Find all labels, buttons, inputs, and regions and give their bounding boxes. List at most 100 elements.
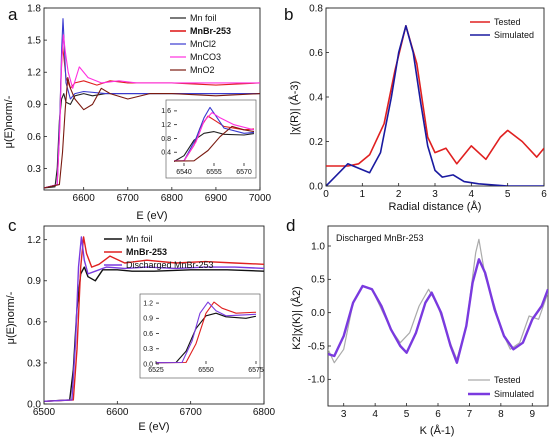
panel-letter-b: b [284, 5, 293, 24]
panel-b-y-tick-label-2: 0.4 [309, 92, 323, 103]
legend-label-mncl2: MnCl2 [190, 39, 216, 49]
panel-d-y-tick-label-1: -0.5 [308, 341, 326, 352]
panel-d-title: Discharged MnBr-253 [336, 233, 424, 243]
panel-d-y-tick-label-3: 0.5 [311, 275, 325, 286]
panel-b-x-tick-label-6: 6 [541, 189, 547, 200]
panel-a-x-tick-label-1: 6700 [117, 193, 140, 204]
panel-d-ylabel-wrap: K2|χ(K)| (Å2) [290, 286, 303, 349]
panel-c-y-tick-label-1: 0.3 [27, 358, 41, 369]
panel-letter-d: d [286, 216, 295, 235]
panel-c-inset-y-tick-label-4: 1.2 [143, 300, 153, 307]
panel-c-inset-x-tick-label-1: 6550 [198, 367, 214, 374]
panel-a-y-tick-label-4: 1.5 [27, 35, 41, 46]
series-line-mn-foil-c-inset [156, 312, 256, 364]
panel-c-legend: Mn foil MnBr-253 Discharged MnBr-253 [104, 234, 214, 270]
series-line-mncl2-a-inset [174, 106, 254, 162]
panel-a-plot-frame [43, 7, 261, 191]
panel-d-x-tick-label-5: 8 [498, 409, 504, 420]
panel-a-inset-y-tick-label-3: 1.6 [161, 108, 171, 115]
series-line-simulated-b [326, 24, 544, 186]
legend-label-mnbr-253: MnBr-253 [190, 26, 231, 36]
panel-a-inset-y-tick-label-1: 0.8 [161, 136, 171, 143]
panel-c-series [44, 236, 264, 402]
series-line-mnco3-a-inset [174, 112, 254, 162]
panel-a-inset-x-tick-label-1: 6555 [206, 169, 222, 176]
series-line-mnbr-253-c-inset [156, 301, 256, 364]
panel-c-plot-frame [43, 225, 265, 405]
legend-label-mnco3: MnCO3 [190, 52, 221, 62]
panel-a-series [44, 18, 260, 189]
legend-label-simulated-b: Simulated [494, 30, 534, 40]
panel-d-legend: Tested Simulated [468, 375, 534, 399]
panel-d-y-tick-label-4: 1.0 [311, 241, 325, 252]
panel-b-x-tick-label-3: 3 [432, 189, 438, 200]
panel-d-series [328, 238, 548, 364]
panel-a-inset-frame [165, 99, 257, 179]
panel-a-x-tick-label-4: 7000 [249, 193, 272, 204]
panel-d-x-tick-label-4: 7 [467, 409, 473, 420]
series-line-discharged-mnbr-253-c [44, 236, 264, 402]
panel-a-ylabel-wrap: μ(E)norm/- [3, 95, 15, 148]
panel-c-inset: 6525 6550 6575 0.0 0.3 0.6 0.9 1.2 [143, 300, 264, 374]
panel-b-xlabel: Radial distance (Å) [389, 200, 482, 213]
panel-c: c μ(E)norm/- E (eV) 6500 6600 6700 6800 0.0 0… [5, 216, 276, 433]
panel-a-inset: 6540 6555 6570 0.4 0.8 1.2 1.6 [161, 106, 254, 176]
panel-b-y-tick-label-0: 0.0 [309, 181, 323, 192]
series-line-simulated-d [328, 258, 548, 364]
panel-a-inset-y-tick-label-0: 0.4 [161, 150, 171, 157]
panel-d-x-tick-label-1: 4 [372, 409, 378, 420]
panel-c-inset-x-tick-label-0: 6525 [148, 367, 164, 374]
panel-b-x-tick-label-4: 4 [469, 189, 475, 200]
panel-letter-a: a [8, 5, 18, 24]
series-line-mnbr-253-c [44, 236, 264, 402]
panel-c-y-tick-label-2: 0.6 [27, 317, 41, 328]
panel-a-inset-x-tick-label-2: 6570 [236, 169, 252, 176]
panel-c-inset-y-tick-label-3: 0.9 [143, 316, 153, 323]
panel-a-ylabel: μ(E)norm/- [3, 95, 15, 148]
panel-b-y-tick-label-4: 0.8 [309, 3, 323, 14]
panel-c-inset-x-tick-label-2: 6575 [248, 367, 264, 374]
panel-a-x-tick-label-0: 6600 [73, 193, 96, 204]
legend-label-mn-foil-c: Mn foil [126, 234, 153, 244]
panel-b: b |χ(R)| (Å-3) Radial distance (Å) 0 1 2 3 4… [284, 3, 547, 213]
panel-c-inset-y-tick-label-0: 0.0 [143, 361, 153, 368]
panel-a-y-tick-label-2: 0.9 [27, 100, 41, 111]
series-line-mn-foil-a-inset [174, 131, 254, 163]
panel-b-x-tick-label-0: 0 [323, 189, 329, 200]
panel-d: d K2|χ(K)| (Å2) K (Å-1) Discharged MnBr-… [286, 216, 549, 437]
panel-a: a μ(E)norm/- E (eV) 6600 6700 6800 6900 7000… [3, 3, 272, 222]
legend-label-discharged-c: Discharged MnBr-253 [126, 260, 214, 270]
legend-label-mn-foil: Mn foil [190, 13, 217, 23]
panel-c-x-tick-label-2: 6700 [180, 407, 203, 418]
panel-c-xlabel: E (eV) [138, 421, 169, 433]
panel-c-inset-frame [139, 293, 261, 379]
panel-a-inset-y-tick-label-2: 1.2 [161, 122, 171, 129]
panel-b-ylabel-wrap: |χ(R)| (Å-3) [288, 81, 301, 135]
panel-b-x-tick-label-1: 1 [360, 189, 366, 200]
series-line-discharged-mnbr-253-c-inset [156, 301, 256, 364]
panel-b-ylabel: |χ(R)| (Å-3) [288, 81, 301, 135]
legend-label-mno2: MnO2 [190, 65, 215, 75]
legend-label-mnbr-253-c: MnBr-253 [126, 247, 167, 257]
panel-c-ylabel: μ(E)norm/- [5, 291, 17, 344]
panel-a-inset-x-tick-label-0: 6540 [176, 169, 192, 176]
panel-c-x-tick-label-1: 6600 [106, 407, 129, 418]
panel-d-ylabel: K2|χ(K)| (Å2) [290, 286, 303, 349]
panel-b-x-tick-label-5: 5 [505, 189, 511, 200]
panel-a-x-tick-label-3: 6900 [205, 193, 228, 204]
panel-b-y-tick-label-1: 0.2 [309, 137, 323, 148]
panel-b-x-tick-label-2: 2 [396, 189, 402, 200]
panel-d-y-tick-label-2: 0.0 [311, 308, 325, 319]
legend-label-tested-b: Tested [494, 17, 521, 27]
panel-c-y-tick-label-0: 0.0 [27, 399, 41, 410]
panel-a-y-tick-label-1: 0.6 [27, 132, 41, 143]
panel-d-x-tick-label-3: 6 [435, 409, 441, 420]
panel-d-x-tick-label-0: 3 [341, 409, 347, 420]
panel-a-legend: Mn foil MnBr-253 MnCl2 MnCO3 MnO2 [170, 13, 231, 75]
panel-a-y-tick-label-0: 0.3 [27, 164, 41, 175]
panel-c-inset-y-tick-label-2: 0.6 [143, 331, 153, 338]
series-line-tested-d [328, 238, 548, 364]
panel-c-x-tick-label-0: 6500 [33, 407, 56, 418]
panel-b-series [326, 24, 544, 186]
